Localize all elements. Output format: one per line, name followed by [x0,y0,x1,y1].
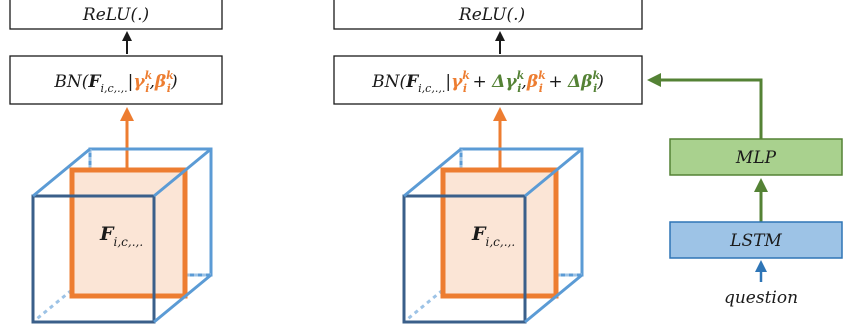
left-bn-box: BN(Fi,c,.,.|γk i,βk i) [9,55,223,105]
left-cube-label: Fi,c,.,. [99,223,143,249]
right-cube-label: Fi,c,.,. [471,223,515,249]
left-bn-formula: BN(Fi,c,.,.|γk i,βk i) [53,69,177,95]
mlp-to-bn-arrow [647,73,763,139]
right-panel: ReLU(.) BN(Fi,c,.,.|γk i + Δγk i,βk i + Δβk… [333,0,843,324]
right-feature-slice [440,167,559,299]
lstm-box: LSTM [669,221,843,259]
right-bn-box: BN(Fi,c,.,.|γk i + Δγk i,βk i + Δβk i) [333,55,643,105]
right-relu-label: ReLU(.) [458,5,525,25]
left-feature-cube: Fi,c,.,. [31,147,213,324]
right-feature-cube: Fi,c,.,. [402,147,584,324]
right-bn-formula: BN(Fi,c,.,.|γk i + Δγk i,βk i + Δβk i) [371,69,604,95]
left-feature-slice [69,167,188,299]
mlp-label: MLP [735,148,777,168]
mlp-box: MLP [669,138,843,176]
lstm-label: LSTM [729,231,782,251]
right-relu-box: ReLU(.) [333,0,643,30]
left-relu-label: ReLU(.) [82,5,149,25]
left-relu-box: ReLU(.) [9,0,223,30]
left-panel: ReLU(.) BN(Fi,c,.,.|γk i,βk i) [9,0,223,324]
question-label: question [724,288,798,308]
